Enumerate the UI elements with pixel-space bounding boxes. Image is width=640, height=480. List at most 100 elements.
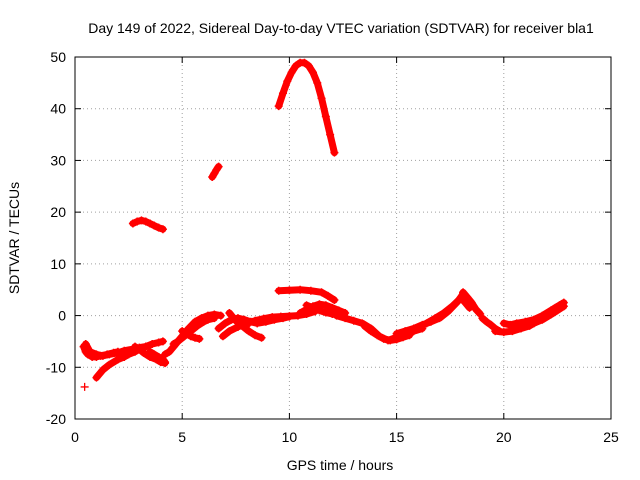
data-point: [538, 315, 547, 324]
data-point: [321, 308, 330, 317]
data-point: [521, 321, 530, 330]
data-point: [146, 347, 155, 356]
data-point: [349, 316, 358, 325]
data-point: [178, 327, 187, 336]
data-point: [373, 331, 382, 340]
y-tick-label: -10: [46, 359, 66, 375]
data-point: [210, 314, 219, 323]
data-point: [251, 316, 260, 325]
data-point: [259, 314, 268, 323]
data-point: [148, 340, 157, 349]
series-line: [208, 163, 223, 181]
data-point: [317, 288, 326, 297]
data-point: [229, 314, 238, 323]
data-point: [409, 324, 418, 333]
y-tick-label: 10: [50, 256, 66, 272]
x-tick-label: 0: [71, 429, 79, 445]
data-point: [360, 321, 369, 330]
data-point: [169, 340, 178, 349]
data-point: [141, 342, 150, 351]
data-point: [330, 148, 339, 157]
y-tick-label: 30: [50, 152, 66, 168]
series-arc-9-mid: [178, 327, 204, 343]
data-point: [128, 219, 137, 228]
data-point: [478, 314, 487, 323]
series-arc-26-mid-high: [128, 216, 167, 234]
data-point: [296, 285, 305, 294]
data-point: [448, 302, 457, 311]
data-point: [218, 332, 227, 341]
y-tick-label: 50: [50, 49, 66, 65]
data-point: [306, 286, 315, 295]
data-point: [92, 350, 101, 359]
data-point: [285, 312, 294, 321]
data-point: [499, 319, 508, 328]
series-arc-5-low: [135, 337, 167, 354]
data-point: [154, 352, 163, 361]
data-point: [559, 302, 568, 311]
data-point: [321, 301, 330, 310]
plot-frame: [74, 56, 612, 420]
data-point: [276, 312, 285, 321]
data-point: [92, 373, 101, 382]
data-point: [137, 216, 146, 225]
data-point: [486, 320, 495, 329]
data-point: [422, 319, 431, 328]
data-point: [186, 332, 195, 341]
data-point: [98, 351, 107, 360]
data-point: [81, 340, 90, 349]
data-point: [317, 94, 326, 103]
series-arc-6-low: [146, 347, 170, 367]
data-point: [529, 319, 538, 328]
x-tick-label: 20: [496, 429, 512, 445]
data-point: [199, 317, 208, 326]
data-point: [86, 347, 95, 356]
data-point: [182, 329, 191, 338]
data-point: [508, 327, 517, 336]
data-point: [278, 89, 287, 98]
data-point: [80, 382, 89, 391]
data-point: [386, 336, 395, 345]
data-point: [154, 338, 163, 347]
data-point: [150, 350, 159, 359]
y-tick-label: -20: [46, 411, 66, 427]
data-point: [283, 77, 292, 86]
data-point: [401, 327, 410, 336]
data-point: [300, 58, 309, 67]
y-axis-title: SDTVAR / TECUs: [6, 182, 22, 294]
data-point: [506, 320, 515, 329]
data-point: [499, 328, 508, 337]
data-point: [296, 308, 305, 317]
data-point: [225, 308, 234, 317]
data-point: [113, 355, 122, 364]
y-tick-label: 40: [50, 101, 66, 117]
data-point: [135, 345, 144, 354]
series-arc-13-mid: [225, 308, 251, 330]
data-point: [191, 333, 200, 342]
data-point: [173, 337, 182, 346]
data-point: [315, 306, 324, 315]
data-point: [321, 112, 330, 121]
axis-ticks: 0 5 10 15 20 25 -20 -10 0 10 20 30 40 50: [46, 49, 619, 445]
series-line: [275, 59, 338, 157]
data-point: [268, 313, 277, 322]
data-point: [165, 347, 174, 356]
data-point: [203, 315, 212, 324]
series-line: [275, 286, 338, 304]
data-point: [379, 334, 388, 343]
data-point: [113, 348, 122, 357]
data-point: [341, 314, 350, 323]
data-point: [302, 301, 311, 310]
data-point: [463, 293, 472, 302]
data-point: [124, 350, 133, 359]
data-point: [242, 321, 251, 330]
data-point: [308, 303, 317, 312]
data-point: [161, 350, 170, 359]
y-tick-label: 20: [50, 204, 66, 220]
data-point: [553, 306, 562, 315]
series-arc-18-trough: [360, 321, 414, 345]
data-point: [257, 333, 266, 342]
series-arc-25-late: [521, 302, 568, 330]
series-arc-8-rise: [169, 314, 219, 349]
